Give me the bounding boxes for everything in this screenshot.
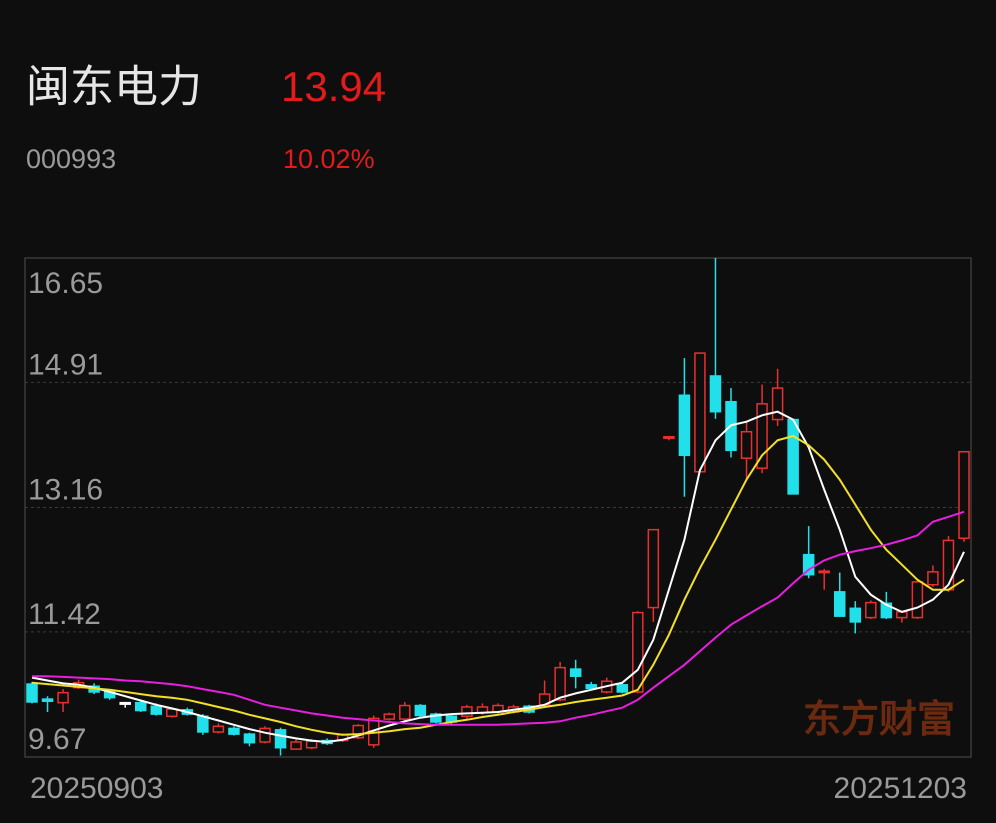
candle-body (41, 698, 54, 702)
watermark: 东方财富 (803, 698, 955, 741)
candle-body (274, 729, 287, 749)
candle-body (383, 713, 396, 720)
candle-body (212, 725, 225, 733)
candle-body (228, 727, 240, 735)
candle-body (461, 706, 473, 718)
stock-price: 13.94 (281, 63, 386, 110)
candle-body (802, 553, 815, 576)
stock-code: 000993 (26, 144, 116, 174)
candle-body (787, 418, 799, 495)
candle-body (554, 666, 566, 701)
candle-body (57, 691, 69, 704)
candle-body (414, 704, 427, 717)
candle-body (818, 570, 830, 574)
candle-body (709, 375, 722, 413)
y-tick-label: 11.42 (28, 598, 101, 631)
candle-body (399, 704, 411, 720)
candle-body (942, 539, 955, 591)
candle-body (569, 668, 582, 677)
candle-body (849, 607, 862, 623)
candle-body (616, 684, 629, 693)
candle-body (134, 701, 147, 712)
candle-body (632, 611, 644, 693)
moving-average-line (31, 410, 965, 744)
candle-body (927, 571, 939, 586)
stock-name: 闽东电力 (26, 63, 202, 112)
candle-body (911, 581, 924, 619)
y-tick-label: 16.65 (28, 267, 103, 300)
moving-average-line (31, 434, 965, 736)
x-tick-label: 20251203 (834, 772, 967, 805)
candle-body (663, 435, 675, 439)
candle-body (585, 684, 597, 690)
candle-body (756, 403, 768, 469)
candle-body (647, 528, 660, 609)
candle-body (305, 740, 318, 749)
candle-body (880, 602, 893, 619)
candle-body (26, 683, 38, 703)
candle-body (352, 724, 364, 739)
change-percent: 10.02% (283, 144, 375, 174)
candle-body (259, 727, 271, 743)
candle-body (290, 741, 302, 750)
candle-body (243, 733, 256, 744)
candle-body (833, 591, 846, 617)
candle-body (694, 352, 706, 473)
candle-body (678, 394, 691, 457)
candle-body (865, 601, 877, 619)
x-tick-label: 20250903 (30, 772, 163, 805)
candle-body (958, 450, 970, 539)
candle-body (430, 713, 442, 723)
candle-body (740, 430, 753, 459)
y-tick-label: 13.16 (28, 473, 103, 506)
candle-body (197, 715, 209, 733)
candle-body (150, 705, 163, 715)
candle-body (119, 701, 131, 705)
y-tick-label: 14.91 (28, 348, 103, 381)
y-tick-label: 9.67 (28, 723, 86, 756)
moving-average-line (32, 510, 965, 726)
candle-body (771, 387, 784, 421)
